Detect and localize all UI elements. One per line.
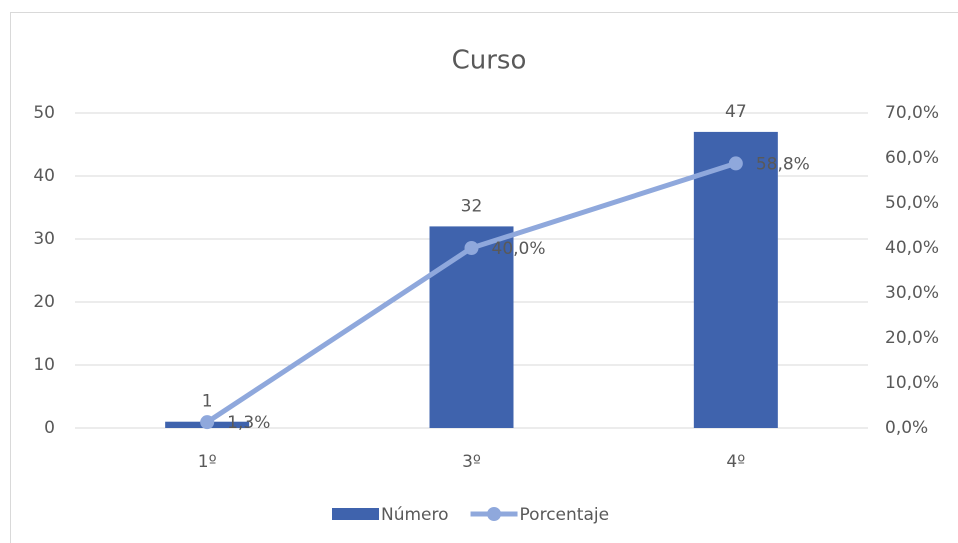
bar-value-label: 32 [461,196,483,216]
bar-value-label: 1 [202,392,213,412]
y2-tick-label: 60,0% [885,148,939,168]
x-tick-label: 3º [462,452,481,472]
line-value-label: 1,3% [227,413,270,433]
line-marker [728,156,743,171]
legend-label: Porcentaje [520,505,610,525]
y-tick-label: 30 [33,229,55,249]
y-tick-label: 20 [33,292,55,312]
legend-label: Número [381,505,449,525]
y-tick-label: 40 [33,166,55,186]
bar [693,131,778,428]
x-tick-label: 1º [198,452,217,472]
legend-swatch-marker [487,507,502,521]
y2-tick-label: 20,0% [885,328,939,348]
y-tick-label: 50 [33,103,55,123]
line-value-label: 58,8% [756,154,810,174]
line-marker [464,241,479,255]
y2-tick-label: 10,0% [885,373,939,393]
line-value-label: 40,0% [492,239,546,259]
bar [429,226,514,428]
x-tick-label: 4º [726,452,745,472]
y-tick-label: 0 [44,418,55,438]
line-marker [200,415,215,430]
y2-tick-label: 70,0% [885,103,939,123]
y2-tick-label: 30,0% [885,283,939,303]
legend-swatch [332,508,379,520]
y2-tick-label: 40,0% [885,238,939,258]
bar-value-label: 47 [725,102,747,122]
y2-tick-label: 0,0% [885,418,928,438]
chart-title: Curso [452,46,527,76]
y2-tick-label: 50,0% [885,193,939,213]
y-tick-label: 10 [33,355,55,375]
